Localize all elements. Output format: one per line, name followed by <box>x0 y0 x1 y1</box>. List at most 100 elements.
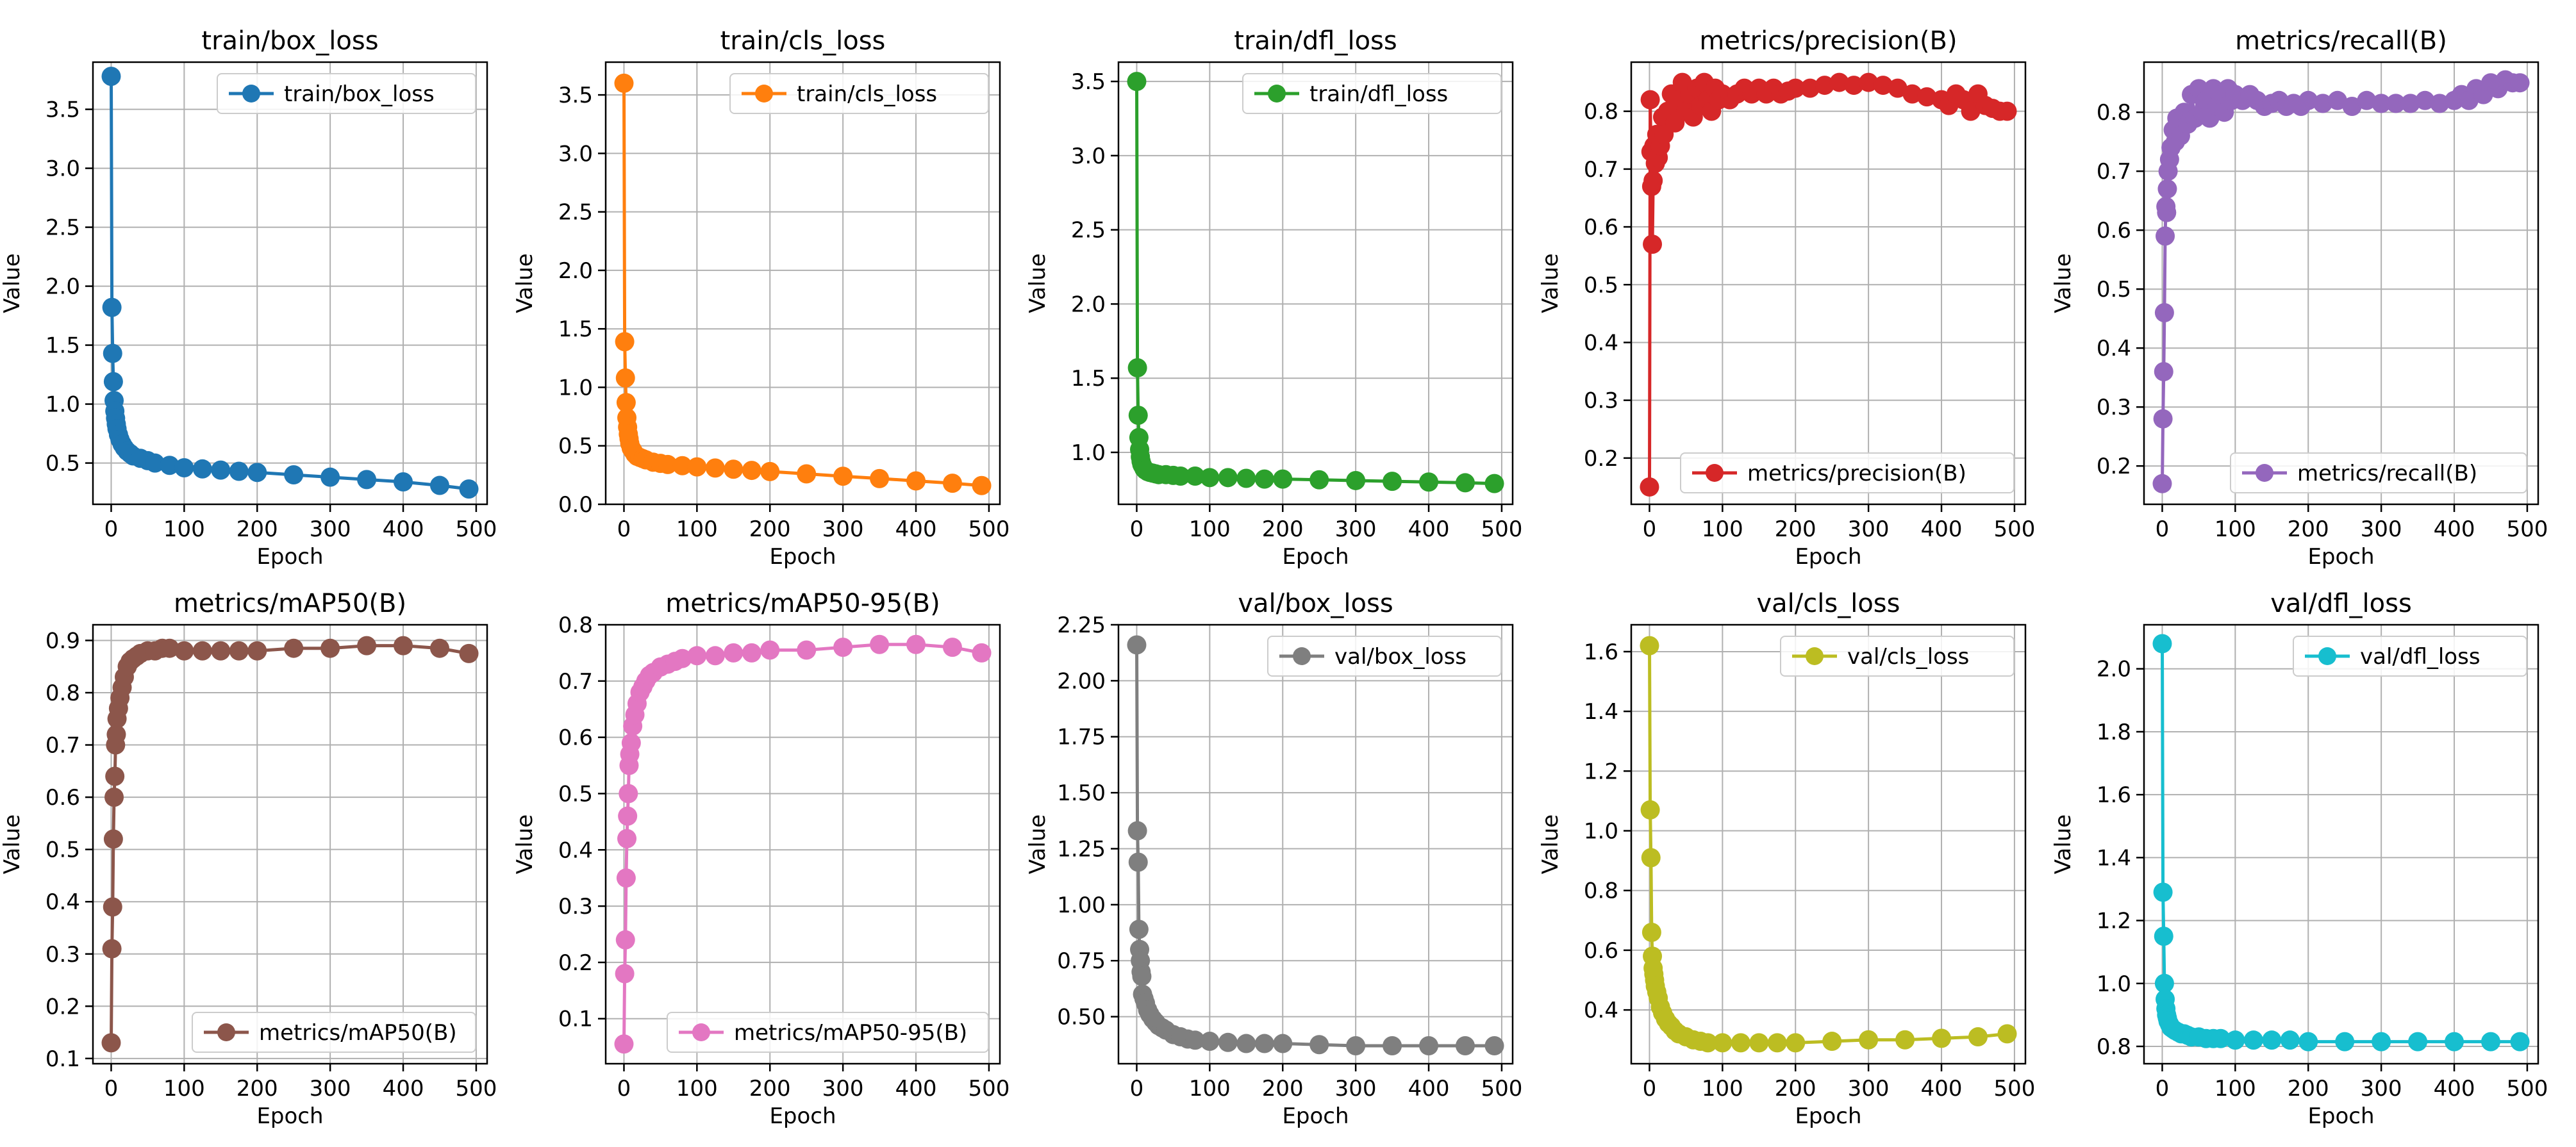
chart-3-data-point <box>1128 406 1148 425</box>
chart-2-xtick-label: 0 <box>617 516 631 542</box>
chart-1-data-point <box>160 456 179 475</box>
chart-1-xtick-label: 300 <box>310 516 351 542</box>
chart-10-data-point <box>2298 1032 2318 1052</box>
chart-7-data-point <box>617 829 637 848</box>
chart-8-ytick-label: 0.50 <box>1057 1005 1106 1030</box>
chart-6-data-point <box>174 641 194 661</box>
chart-8-ylabel: Value <box>1025 814 1051 874</box>
chart-7-xtick-label: 200 <box>749 1076 791 1102</box>
chart-1-ylabel: Value <box>0 253 25 313</box>
chart-8-data-point <box>1383 1036 1402 1056</box>
chart-9-xlabel: Epoch <box>1795 1103 1861 1129</box>
chart-6-data-point <box>102 939 122 959</box>
chart-6-xtick-label: 300 <box>310 1076 351 1102</box>
chart-7-ytick-label: 0.5 <box>558 781 593 807</box>
chart-1-data-point <box>357 470 377 490</box>
chart-1-legend-marker <box>242 85 260 103</box>
chart-2-data-point <box>724 459 744 479</box>
chart-1-data-point <box>101 67 121 87</box>
chart-1-panel: 0 100 200 300 400 500 0.5 1.0 1.5 2.0 2.5 3.0 3.5 tra… <box>0 26 497 570</box>
chart-9-data-point <box>1713 1033 1733 1053</box>
chart-8-xtick-label: 0 <box>1130 1076 1144 1102</box>
chart-4-xlabel: Epoch <box>1795 544 1861 570</box>
chart-2-legend: train/cls_loss <box>729 73 989 114</box>
chart-8-data-point <box>1419 1036 1439 1056</box>
chart-6-data-point <box>160 638 179 658</box>
chart-2-ytick-label: 3.0 <box>558 141 593 167</box>
chart-7-ytick-label: 0.3 <box>558 894 593 920</box>
chart-4-data-point <box>1873 76 1893 95</box>
chart-3-data-point <box>1383 472 1402 491</box>
chart-3-data-point <box>1236 468 1256 488</box>
chart-9-ytick-label: 1.2 <box>1584 759 1618 784</box>
chart-4-xtick-label: 200 <box>1775 516 1816 542</box>
chart-3-data-point <box>1218 468 1238 488</box>
chart-2-ylabel: Value <box>512 253 538 313</box>
chart-3-ytick-label: 3.0 <box>1071 144 1106 169</box>
chart-2-xtick-label: 400 <box>895 516 937 542</box>
chart-9-legend-box <box>1780 636 2015 677</box>
chart-6-xtick-label: 200 <box>237 1076 278 1102</box>
chart-2-data-point <box>616 393 636 413</box>
chart-6-xlabel: Epoch <box>256 1103 323 1129</box>
chart-2-data-point <box>672 456 692 475</box>
chart-1-data-point <box>229 461 249 481</box>
chart-1-ytick-label: 0.5 <box>46 451 80 477</box>
chart-3-data-point <box>1200 468 1220 488</box>
chart-4-data-point <box>1917 87 1937 107</box>
chart-4-data-point <box>1859 72 1879 92</box>
chart-6-ylabel: Value <box>0 814 25 874</box>
chart-5-xtick-label: 400 <box>2434 516 2475 542</box>
chart-4-ytick-label: 0.8 <box>1584 99 1618 125</box>
chart-6-xtick-label: 500 <box>455 1076 497 1102</box>
chart-10-data-point <box>2243 1030 2263 1050</box>
chart-1-data-point <box>247 463 267 483</box>
chart-9-ytick-label: 1.4 <box>1584 699 1618 725</box>
chart-4-ytick-label: 0.6 <box>1584 215 1618 240</box>
chart-3-ytick-label: 2.5 <box>1071 218 1106 243</box>
chart-6-data-point <box>394 636 413 656</box>
chart-10-xtick-label: 100 <box>2215 1076 2256 1102</box>
chart-7-panel: 0 100 200 300 400 500 0.1 0.2 0.3 0.4 0.5 0.6 0.7 0.8… <box>512 589 1010 1129</box>
chart-5-data-point <box>2372 94 2391 113</box>
chart-10-title: val/dfl_loss <box>2270 589 2412 618</box>
chart-9-data-point <box>1641 848 1661 868</box>
chart-4-ytick-label: 0.5 <box>1584 272 1618 298</box>
chart-8-title: val/box_loss <box>1238 589 1393 618</box>
chart-8-data-point <box>1127 821 1147 841</box>
chart-5-data-point <box>2357 90 2377 110</box>
chart-9-title: val/cls_loss <box>1757 589 1900 618</box>
chart-7-data-point <box>742 643 761 663</box>
chart-7-legend: metrics/mAP50-95(B) <box>667 1012 989 1053</box>
chart-3-axes-frame <box>1117 61 1514 506</box>
chart-7-xtick-label: 100 <box>676 1076 718 1102</box>
chart-6-ytick-label: 0.1 <box>46 1046 80 1072</box>
chart-10-data-point <box>2211 1028 2231 1048</box>
chart-7-data-point <box>833 638 853 657</box>
chart-6-data-point <box>106 725 126 745</box>
chart-3-ylabel: Value <box>1025 253 1051 313</box>
chart-8-data-point <box>1236 1034 1256 1053</box>
chart-3-ytick-label: 2.0 <box>1071 292 1106 317</box>
chart-10-legend: val/dfl_loss <box>2293 636 2527 677</box>
chart-5-data-point <box>2154 362 2173 381</box>
chart-4-ytick-label: 0.7 <box>1584 157 1618 183</box>
chart-10-data-point <box>2154 927 2173 946</box>
chart-4-xtick-label: 0 <box>1643 516 1657 542</box>
chart-4-data-point <box>1640 477 1659 497</box>
chart-7-ytick-label: 0.8 <box>558 613 593 638</box>
chart-5-ytick-label: 0.3 <box>2097 395 2131 420</box>
chart-7-ytick-label: 0.6 <box>558 725 593 751</box>
chart-3-xtick-label: 400 <box>1408 516 1450 542</box>
chart-4-xtick-label: 100 <box>1702 516 1743 542</box>
chart-1-axes-frame <box>92 61 488 506</box>
chart-6-data-point <box>192 641 212 661</box>
chart-2-data-point <box>870 468 890 488</box>
chart-1-xtick-label: 500 <box>455 516 497 542</box>
chart-10-data-point <box>2225 1030 2245 1050</box>
chart-7-data-point <box>615 930 635 950</box>
chart-5-ylabel: Value <box>2050 253 2076 313</box>
chart-8-data-point <box>1129 920 1149 939</box>
chart-3-xtick-label: 500 <box>1481 516 1522 542</box>
